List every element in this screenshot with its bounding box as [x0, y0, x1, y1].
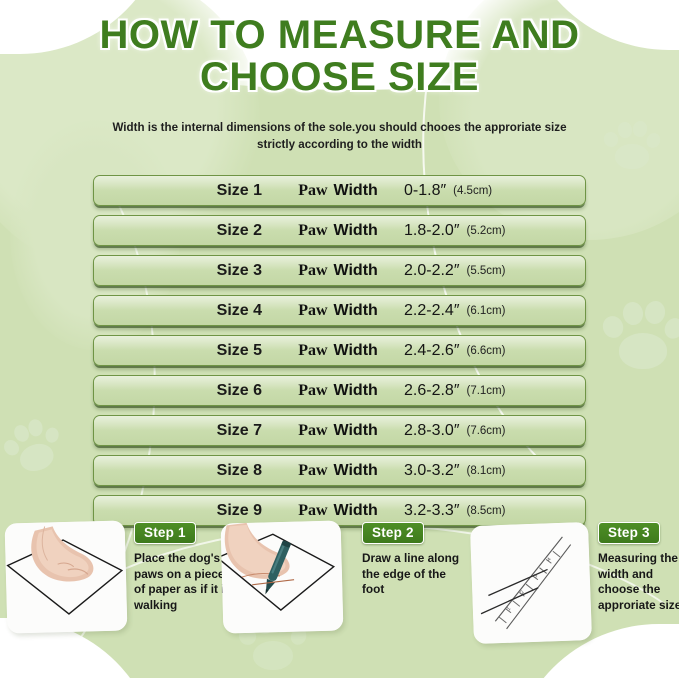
row-measure-label: Paw Width — [272, 502, 404, 520]
row-measure-label-serif: Paw — [298, 461, 328, 479]
row-size-label: Size 9 — [216, 501, 262, 519]
row-range-cm: (6.1cm) — [466, 304, 506, 317]
step-3: 1 2 3 4 Step 3 Measuring the width and c… — [458, 518, 679, 678]
size-table: Size 1 Paw Width 0-1.8″ (4.5cm) Size 2 Pa… — [93, 175, 586, 535]
row-range-cm: (6.6cm) — [466, 344, 506, 357]
row-measure-label: Paw Width — [272, 182, 404, 200]
step-1: Step 1 Place the dog's paws on a piece o… — [4, 518, 234, 678]
table-row[interactable]: Size 6 Paw Width 2.6-2.8″ (7.1cm) — [93, 375, 586, 406]
row-measure-label: Paw Width — [272, 342, 404, 360]
row-range-inches: 2.4-2.6″ — [404, 341, 460, 359]
step-1-badge: Step 1 — [134, 522, 196, 544]
table-row[interactable]: Size 7 Paw Width 2.8-3.0″ (7.6cm) — [93, 415, 586, 446]
row-range-cm: (5.5cm) — [466, 264, 506, 277]
row-measure-label: Paw Width — [272, 262, 404, 280]
row-range-inches: 2.2-2.4″ — [404, 301, 460, 319]
row-measure-label-serif: Paw — [298, 181, 328, 199]
steps-section: Step 1 Place the dog's paws on a piece o… — [0, 518, 679, 678]
row-measure-label-sans: Width — [333, 181, 378, 199]
svg-text:4: 4 — [546, 556, 553, 562]
row-size-label: Size 5 — [216, 341, 262, 359]
row-measure-label-serif: Paw — [298, 501, 328, 519]
row-range-inches: 3.2-3.3″ — [404, 501, 460, 519]
corner-mask-top-right — [519, 0, 679, 50]
step-3-description: Measuring the width and choose the appro… — [598, 551, 679, 612]
row-size-label: Size 2 — [216, 221, 262, 239]
row-measure-label: Paw Width — [272, 222, 404, 240]
table-row[interactable]: Size 4 Paw Width 2.2-2.4″ (6.1cm) — [93, 295, 586, 326]
row-measure-label-sans: Width — [333, 301, 378, 319]
row-range-inches: 1.8-2.0″ — [404, 221, 460, 239]
step-2-photo — [220, 520, 344, 634]
table-row[interactable]: Size 8 Paw Width 3.0-3.2″ (8.1cm) — [93, 455, 586, 486]
step-3-badge: Step 3 — [598, 522, 660, 544]
paw-print-watermark-left — [0, 410, 69, 481]
row-range-cm: (4.5cm) — [453, 184, 493, 197]
step-2-description: Draw a line along the edge of the foot — [362, 551, 460, 596]
row-measure-label: Paw Width — [272, 382, 404, 400]
page-title-line-1: HOW TO MEASURE AND — [99, 13, 580, 57]
row-range-inches: 0-1.8″ — [404, 181, 447, 199]
paw-print-watermark-right — [599, 296, 679, 374]
table-row[interactable]: Size 5 Paw Width 2.4-2.6″ (6.6cm) — [93, 335, 586, 366]
step-1-text: Step 1 Place the dog's paws on a piece o… — [134, 522, 234, 613]
row-measure-label-serif: Paw — [298, 341, 328, 359]
row-range-cm: (7.1cm) — [466, 384, 506, 397]
row-range-cm: (8.1cm) — [466, 464, 506, 477]
row-measure-label-sans: Width — [333, 221, 378, 239]
svg-text:2: 2 — [519, 589, 526, 595]
row-measure-label-sans: Width — [333, 261, 378, 279]
corner-mask-top-left — [0, 0, 170, 54]
step-1-description: Place the dog's paws on a piece of paper… — [134, 551, 232, 612]
row-measure-label-serif: Paw — [298, 421, 328, 439]
step-2-text: Step 2 Draw a line along the edge of the… — [362, 522, 462, 598]
top-white-sweep — [0, 0, 679, 90]
row-range-cm: (7.6cm) — [466, 424, 506, 437]
step-2: Step 2 Draw a line along the edge of the… — [220, 518, 462, 678]
row-range-inches: 2.6-2.8″ — [404, 381, 460, 399]
row-measure-label-sans: Width — [333, 461, 378, 479]
row-measure-label-serif: Paw — [298, 381, 328, 399]
step-3-photo: 1 2 3 4 — [469, 521, 593, 645]
row-range-inches: 2.8-3.0″ — [404, 421, 460, 439]
page-subtitle: Width is the internal dimensions of the … — [112, 121, 567, 151]
row-size-label: Size 3 — [216, 261, 262, 279]
row-measure-label: Paw Width — [272, 462, 404, 480]
row-measure-label-sans: Width — [333, 501, 378, 519]
row-measure-label: Paw Width — [272, 422, 404, 440]
row-measure-label-sans: Width — [333, 381, 378, 399]
row-size-label: Size 4 — [216, 301, 262, 319]
row-size-label: Size 6 — [216, 381, 262, 399]
step-1-photo — [4, 520, 128, 634]
svg-text:3: 3 — [533, 573, 540, 579]
row-size-label: Size 8 — [216, 461, 262, 479]
table-row[interactable]: Size 9 Paw Width 3.2-3.3″ (8.5cm) — [93, 495, 586, 526]
row-measure-label-serif: Paw — [298, 221, 328, 239]
row-size-label: Size 7 — [216, 421, 262, 439]
row-measure-label-sans: Width — [333, 341, 378, 359]
page-title-line-2: CHOOSE SIZE — [200, 55, 479, 99]
row-range-cm: (8.5cm) — [466, 504, 506, 517]
row-measure-label-serif: Paw — [298, 261, 328, 279]
table-row[interactable]: Size 2 Paw Width 1.8-2.0″ (5.2cm) — [93, 215, 586, 246]
row-measure-label: Paw Width — [272, 302, 404, 320]
paw-print-watermark-upper-right — [601, 118, 663, 172]
step-2-badge: Step 2 — [362, 522, 424, 544]
svg-text:1: 1 — [506, 606, 513, 612]
row-size-label: Size 1 — [216, 181, 262, 199]
row-range-inches: 3.0-3.2″ — [404, 461, 460, 479]
page-title: HOW TO MEASURE AND CHOOSE SIZE — [0, 14, 679, 98]
row-range-inches: 2.0-2.2″ — [404, 261, 460, 279]
row-range-cm: (5.2cm) — [466, 224, 506, 237]
step-3-text: Step 3 Measuring the width and choose th… — [598, 522, 679, 613]
table-row[interactable]: Size 3 Paw Width 2.0-2.2″ (5.5cm) — [93, 255, 586, 286]
table-row[interactable]: Size 1 Paw Width 0-1.8″ (4.5cm) — [93, 175, 586, 206]
row-measure-label-sans: Width — [333, 421, 378, 439]
row-measure-label-serif: Paw — [298, 301, 328, 319]
